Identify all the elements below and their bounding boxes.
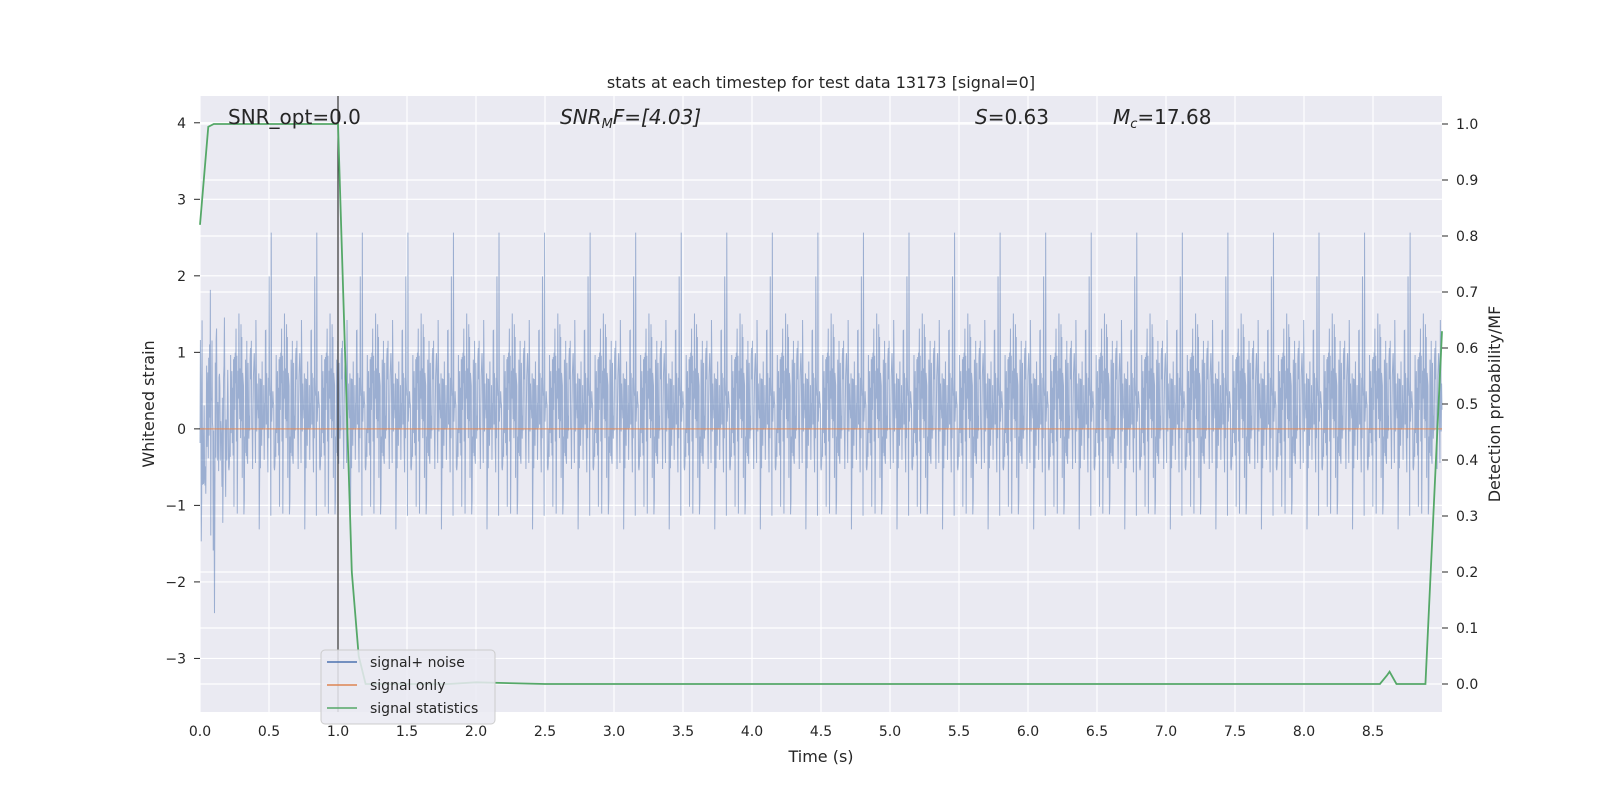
x-tick-label: 2.0 [465,724,487,740]
x-tick-label: 2.5 [534,724,556,740]
legend: signal+ noise signal only signal statist… [320,649,496,725]
s-stat-value: =0.63 [988,105,1049,129]
right-y-tick-label: 0.5 [1456,397,1478,413]
x-tick-label: 4.0 [741,724,763,740]
mc-value: =17.68 [1137,105,1211,129]
x-tick-label: 3.5 [672,724,694,740]
x-tick-label: 6.0 [1017,724,1039,740]
right-y-tick-label: 0.0 [1456,677,1478,693]
snr-mf-base: SNR [560,105,602,129]
chart-title: stats at each timestep for test data 131… [607,73,1035,92]
right-y-tick-labels: 0.0 0.1 0.2 0.3 0.4 0.5 0.6 0.7 0.8 0.9 1.0 [1442,117,1478,693]
left-y-axis-label: Whitened strain [139,340,158,467]
x-tick-label: 3.0 [603,724,625,740]
right-y-tick-label: 0.4 [1456,453,1478,469]
snr-mf-subscript: M [602,117,613,132]
x-tick-label: 0.5 [258,724,280,740]
left-y-tick-label: 3 [177,192,186,208]
annotation-s-stat: S=0.63 [975,105,1049,129]
left-y-tick-label: 2 [177,269,186,285]
x-tick-label: 1.5 [396,724,418,740]
left-y-tick-label: −3 [165,651,186,667]
right-y-tick-label: 0.3 [1456,509,1478,525]
snr-mf-f: F=[4.03] [613,105,701,129]
annotation-chirp-mass: Mc=17.68 [1113,105,1211,132]
right-y-tick-label: 0.9 [1456,173,1478,189]
left-y-tick-label: 0 [177,422,186,438]
x-tick-label: 0.0 [189,724,211,740]
legend-label-signal-noise: signal+ noise [370,655,465,671]
left-y-tick-label: −2 [165,575,186,591]
x-axis-label: Time (s) [787,747,853,766]
annotation-snr-mf: SNRMF=[4.03] [560,105,701,132]
left-y-tick-label: −1 [165,498,186,514]
right-y-axis-label: Detection probability/MF [1485,306,1504,503]
right-y-tick-label: 0.1 [1456,621,1478,637]
legend-label-signal-statistics: signal statistics [370,701,478,717]
right-y-tick-label: 0.8 [1456,229,1478,245]
x-tick-label: 4.5 [810,724,832,740]
left-y-tick-label: 4 [177,116,186,132]
left-y-tick-labels: −3 −2 −1 0 1 2 3 4 [165,116,200,667]
mc-symbol: M [1113,105,1130,129]
left-y-tick-label: 1 [177,345,186,361]
x-tick-label: 7.5 [1224,724,1246,740]
right-y-tick-label: 1.0 [1456,117,1478,133]
right-y-tick-label: 0.7 [1456,285,1478,301]
series-signal-noise [199,232,1443,614]
x-tick-label: 7.0 [1155,724,1177,740]
legend-box [320,649,496,725]
snr-mf-value: F=[4.03] [613,105,701,129]
x-tick-label: 5.0 [879,724,901,740]
s-stat-symbol: S [975,105,988,129]
x-tick-label: 1.0 [327,724,349,740]
mc-subscript: c [1130,117,1137,132]
x-tick-label: 6.5 [1086,724,1108,740]
annotation-snr-opt: SNR_opt=0.0 [228,105,361,129]
legend-label-signal-only: signal only [370,678,445,694]
x-tick-labels: 0.0 0.5 1.0 1.5 2.0 2.5 3.0 3.5 4.0 4.5 5.0 5.5 6.0 6… [189,724,1384,740]
x-tick-label: 8.0 [1293,724,1315,740]
x-tick-label: 5.5 [948,724,970,740]
right-y-tick-label: 0.2 [1456,565,1478,581]
x-tick-label: 8.5 [1362,724,1384,740]
signal-noise-line [199,232,1443,614]
right-y-tick-label: 0.6 [1456,341,1478,357]
